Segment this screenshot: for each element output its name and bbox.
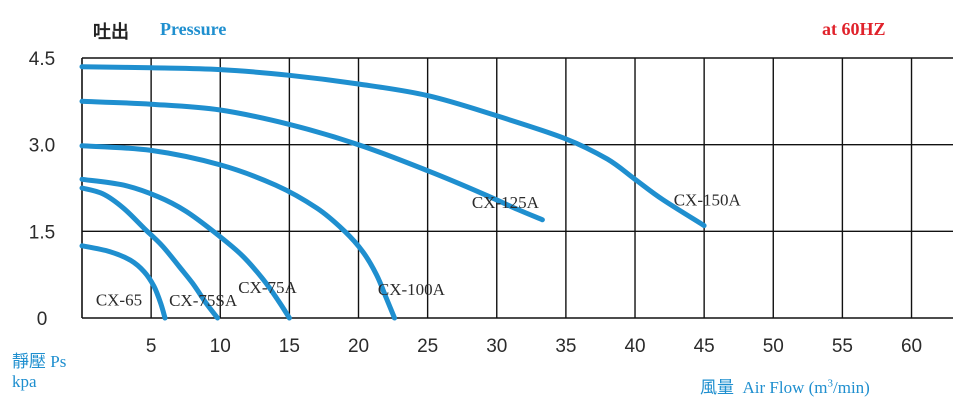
y-tick-label-0: 0	[37, 309, 48, 330]
x-tick-label-35: 35	[555, 336, 576, 357]
x-tick-label-10: 10	[210, 336, 231, 357]
curve-cx-125a	[79, 98, 545, 223]
curve-label-cx-150a: CX-150A	[674, 190, 742, 209]
curve-cx-75sa	[79, 185, 220, 321]
x-tick-label-25: 25	[417, 336, 438, 357]
x-axis-label-cn: 風量	[700, 378, 734, 397]
curve-cx-75a	[79, 176, 292, 321]
chart-header-frequency: at 60HZ	[822, 19, 886, 39]
chart-header-cn: 吐出	[93, 22, 129, 42]
y-axis-label: 靜壓 Ps kpa	[12, 352, 66, 392]
y-axis-label-line2: kpa	[12, 372, 37, 391]
curve-cx-100a	[79, 143, 397, 321]
curve-label-cx-65: CX-65	[96, 290, 142, 309]
chart-header-pressure: Pressure	[160, 19, 227, 39]
x-axis-label: 風量 Air Flow (m3/min)	[700, 373, 870, 398]
curve-cx-65	[79, 243, 168, 321]
x-tick-label-20: 20	[348, 336, 369, 357]
curve-label-cx-75a: CX-75A	[238, 278, 297, 297]
x-tick-label-40: 40	[624, 336, 645, 357]
curve-label-cx-75sa: CX-75SA	[169, 291, 238, 310]
y-tick-label-4.5: 4.5	[29, 49, 55, 70]
x-axis-label-sup: 3	[827, 377, 834, 390]
x-tick-label-30: 30	[486, 336, 507, 357]
x-tick-label-45: 45	[694, 336, 715, 357]
y-axis-label-line1: 靜壓 Ps	[12, 352, 67, 371]
x-tick-label-5: 5	[146, 336, 157, 357]
x-tick-label-60: 60	[901, 336, 922, 357]
curve-label-cx-100a: CX-100A	[378, 280, 446, 299]
y-tick-label-1.5: 1.5	[29, 222, 55, 243]
x-tick-label-15: 15	[279, 336, 300, 357]
x-tick-label-55: 55	[832, 336, 853, 357]
curve-label-cx-125a: CX-125A	[472, 193, 540, 212]
y-tick-label-3.0: 3.0	[29, 136, 55, 157]
x-tick-label-50: 50	[763, 336, 784, 357]
curve-cx-150a	[79, 64, 707, 229]
x-axis-label-tail: /min)	[833, 378, 870, 397]
x-axis-label-en: Air Flow (m	[742, 378, 828, 397]
